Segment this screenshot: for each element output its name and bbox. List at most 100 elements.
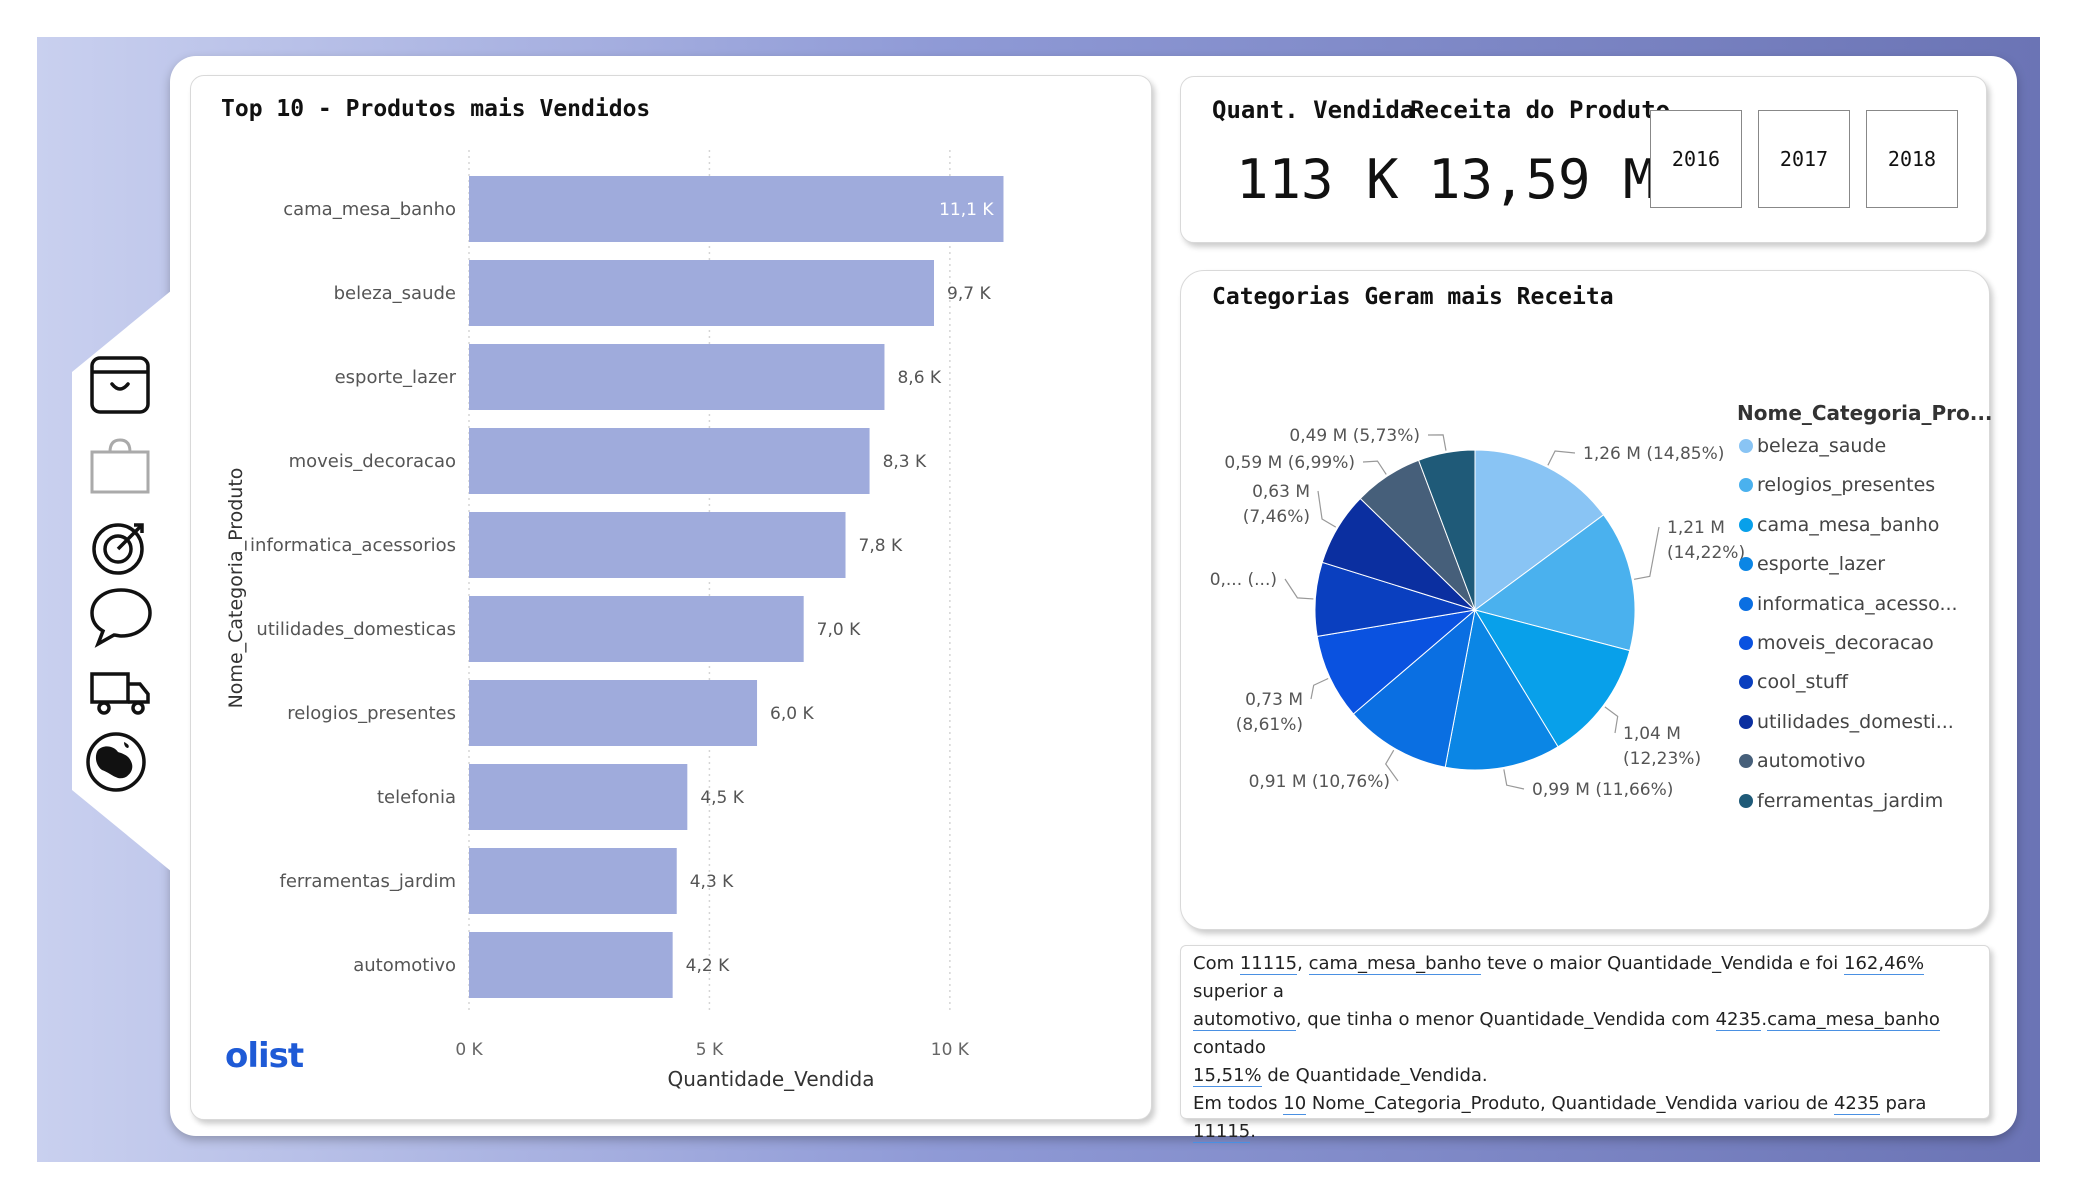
narrative-text: , que tinha o menor Quantidade_Vendida c…	[1295, 1009, 1716, 1030]
data-label: 9,7 K	[947, 284, 991, 304]
narrative-text: de Quantidade_Vendida.	[1261, 1065, 1488, 1086]
truck-icon[interactable]	[90, 670, 152, 716]
narrative-text: Em todos	[1193, 1093, 1284, 1114]
narrative-text: .	[1761, 1009, 1768, 1030]
target-icon[interactable]	[90, 518, 150, 576]
legend-item[interactable]: beleza_saude	[1739, 435, 1886, 457]
data-label: 8,3 K	[883, 452, 927, 472]
data-label: 7,8 K	[859, 536, 903, 556]
leader-line	[1633, 526, 1660, 580]
bar[interactable]	[469, 764, 688, 830]
y-tick-label: automotivo	[353, 955, 456, 976]
legend-item[interactable]: cool_stuff	[1739, 671, 1848, 693]
pie-data-label: 0,49 M (5,73%)	[1289, 426, 1420, 446]
kpi-card	[1180, 76, 1987, 243]
globe-icon[interactable]	[84, 730, 148, 794]
leader-line	[1362, 460, 1387, 475]
bar[interactable]	[469, 428, 870, 494]
narrative-text: ,	[1297, 953, 1309, 974]
data-label: 4,3 K	[690, 872, 734, 892]
narrative-text: teve o maior Quantidade_Vendida e foi	[1481, 953, 1844, 974]
legend-swatch	[1739, 793, 1753, 808]
shop-icon[interactable]	[90, 356, 150, 414]
bar[interactable]	[469, 260, 935, 326]
legend-item[interactable]: moveis_decoracao	[1739, 632, 1934, 654]
legend-swatch	[1739, 596, 1753, 611]
legend-item[interactable]: informatica_acesso...	[1739, 593, 1958, 615]
data-label: 7,0 K	[817, 620, 861, 640]
y-tick-label: relogios_presentes	[287, 703, 456, 724]
y-tick-label: telefonia	[377, 787, 456, 808]
narrative-card	[1180, 945, 1990, 1119]
pie-slice[interactable]	[1474, 449, 1605, 611]
bar[interactable]	[469, 344, 885, 410]
pie-data-label: 1,04 M (12,23%)	[1623, 724, 1701, 769]
revenue-label: Receita do Produto	[1410, 96, 1671, 124]
pie-data-label: 1,21 M (14,22%)	[1667, 518, 1745, 563]
legend-item[interactable]: cama_mesa_banho	[1739, 514, 1939, 536]
legend-title: Nome_Categoria_Pro...	[1737, 401, 1993, 425]
narrative-value: 11115	[1193, 1121, 1251, 1143]
narrative-value: automotivo	[1193, 1009, 1296, 1031]
y-tick-label: informatica_acessorios	[250, 535, 456, 556]
data-label: 6,0 K	[770, 704, 814, 724]
narrative-value: 15,51%	[1193, 1065, 1262, 1087]
bar[interactable]	[469, 512, 846, 578]
leader-line	[1427, 434, 1447, 451]
smart-narrative: Com 11115, cama_mesa_banho teve o maior …	[1193, 950, 1953, 1146]
leader-line	[1604, 706, 1619, 734]
legend-label: beleza_saude	[1757, 435, 1887, 457]
bar[interactable]	[469, 848, 677, 914]
legend-item[interactable]: relogios_presentes	[1739, 474, 1935, 496]
shopping-bag-icon[interactable]	[90, 438, 150, 494]
bar[interactable]	[469, 680, 758, 746]
legend-item[interactable]: utilidades_domesti...	[1739, 711, 1954, 733]
data-label: 11,1 K	[939, 200, 994, 220]
leader-line	[1503, 769, 1525, 790]
legend-label: utilidades_domesti...	[1757, 710, 1954, 733]
pie-slice[interactable]	[1316, 609, 1477, 715]
pie-slice[interactable]	[1473, 514, 1636, 652]
legend-label: automotivo	[1757, 750, 1866, 773]
x-axis-title: Quantidade_Vendida	[667, 1067, 874, 1091]
narrative-text: superior a	[1193, 981, 1284, 1002]
year-button-2016[interactable]: 2016	[1650, 110, 1742, 208]
legend-label: esporte_lazer	[1757, 553, 1886, 576]
narrative-value: 4235	[1833, 1093, 1880, 1115]
narrative-value: 11115	[1239, 953, 1298, 975]
pie-data-label: 0,59 M (6,99%)	[1224, 453, 1355, 473]
pie-slice[interactable]	[1352, 608, 1476, 768]
pie-slice[interactable]	[1473, 609, 1631, 748]
y-tick-label: ferramentas_jardim	[280, 871, 456, 892]
legend-swatch	[1739, 439, 1753, 453]
chat-bubble-icon[interactable]	[88, 586, 154, 648]
year-button-2018[interactable]: 2018	[1866, 110, 1958, 208]
legend-label: informatica_acesso...	[1757, 592, 1958, 615]
pie-slice[interactable]	[1444, 608, 1559, 771]
legend-item[interactable]: esporte_lazer	[1739, 553, 1885, 575]
bar[interactable]	[469, 596, 804, 662]
pie-data-label: 0,91 M (10,76%)	[1249, 772, 1390, 792]
legend-item[interactable]: automotivo	[1739, 750, 1866, 772]
legend-swatch	[1739, 754, 1753, 769]
pie-data-label: 0,99 M (11,66%)	[1532, 780, 1673, 800]
narrative-value: 4235	[1715, 1009, 1762, 1031]
leader-line	[1310, 677, 1329, 700]
legend-label: cama_mesa_banho	[1757, 513, 1940, 536]
legend-label: ferramentas_jardim	[1757, 789, 1944, 812]
olist-logo: olist	[225, 1036, 304, 1076]
leader-line	[1384, 749, 1399, 782]
narrative-value: 162,46%	[1844, 953, 1925, 975]
legend-label: relogios_presentes	[1757, 474, 1936, 497]
bar[interactable]	[469, 932, 673, 998]
legend-item[interactable]: ferramentas_jardim	[1739, 790, 1943, 812]
y-axis-title: Nome_Categoria_Produto	[225, 468, 247, 709]
x-tick-label: 5 K	[696, 1040, 724, 1060]
bar[interactable]	[469, 176, 1004, 242]
legend-swatch	[1739, 675, 1753, 690]
pie-slice[interactable]	[1417, 449, 1476, 611]
legend-swatch	[1739, 636, 1753, 650]
pie-data-label: 0,73 M (8,61%)	[1236, 690, 1303, 735]
year-button-2017[interactable]: 2017	[1758, 110, 1850, 208]
